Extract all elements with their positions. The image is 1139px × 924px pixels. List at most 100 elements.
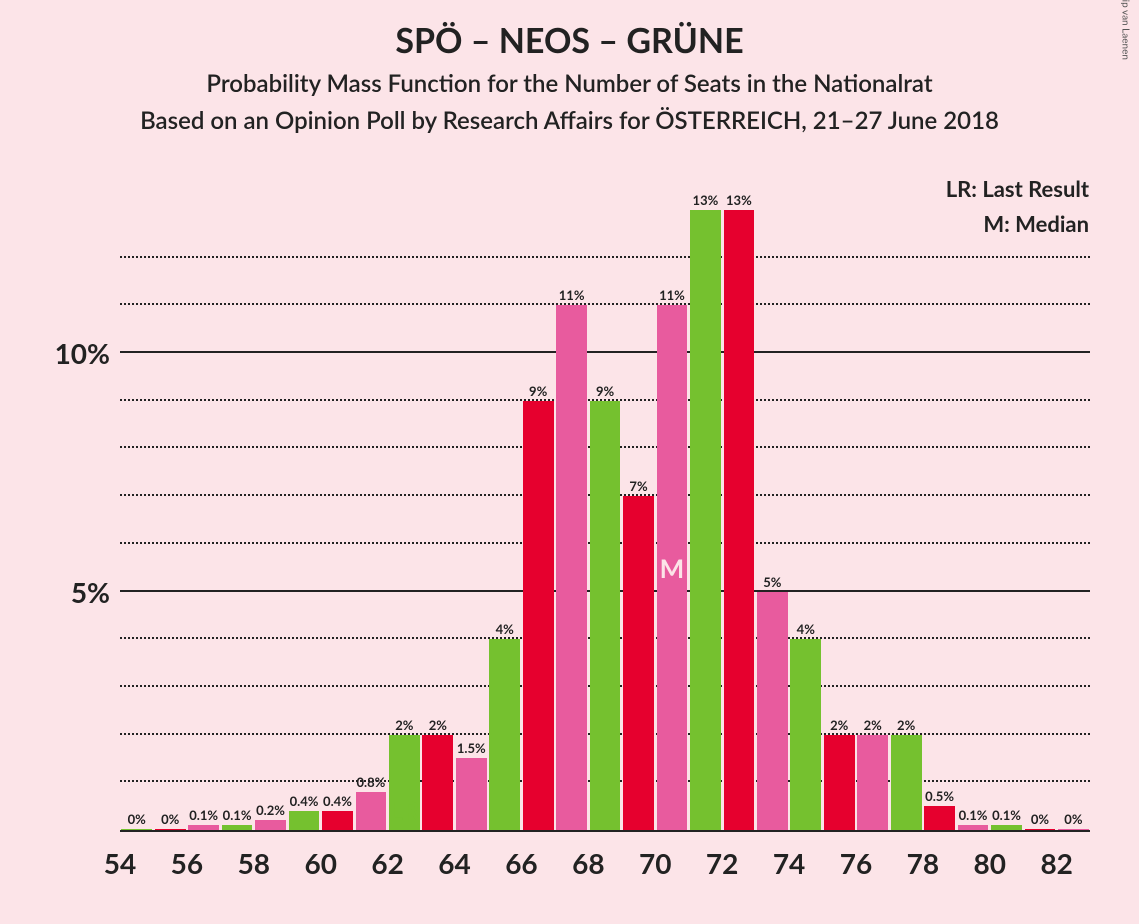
x-tick-slot: 62 xyxy=(388,832,421,890)
x-tick-slot: 64 xyxy=(455,832,488,890)
x-tick-slot: 66 xyxy=(521,832,554,890)
bar-value-label: 0.2% xyxy=(256,802,285,818)
bar-slot: 11% xyxy=(555,210,588,830)
bar: 0.5% xyxy=(924,806,955,830)
bar-slot: 2% xyxy=(889,210,922,830)
x-axis-label: 76 xyxy=(840,846,872,880)
bar-slot: 0.5% xyxy=(923,210,956,830)
copyright: © 2019 Filip van Laenen xyxy=(1119,0,1131,60)
bar: 0.2% xyxy=(255,820,286,830)
bar-slot: 7% xyxy=(622,210,655,830)
y-axis-label: 10% xyxy=(55,336,110,370)
bar-value-label: 13% xyxy=(693,192,719,208)
chart-title: SPÖ – NEOS – GRÜNE xyxy=(40,20,1099,61)
bar: 9% xyxy=(590,401,621,830)
x-axis-label: 58 xyxy=(238,846,270,880)
bar-value-label: 2% xyxy=(395,717,413,733)
x-axis-label: 60 xyxy=(304,846,336,880)
bar-value-label: 4% xyxy=(797,621,815,637)
bar-slot: 2% xyxy=(856,210,889,830)
x-axis-label: 78 xyxy=(907,846,939,880)
x-axis-label: 56 xyxy=(171,846,203,880)
chart-subtitle-2: Based on an Opinion Poll by Research Aff… xyxy=(40,106,1099,135)
bar-slot: 0.4% xyxy=(287,210,320,830)
bar-value-label: 0.8% xyxy=(356,774,385,790)
chart-container: SPÖ – NEOS – GRÜNE Probability Mass Func… xyxy=(0,0,1139,924)
bar-slot: 0.1% xyxy=(187,210,220,830)
bar: 0.8% xyxy=(356,792,387,830)
bar-slot: 0.1% xyxy=(956,210,989,830)
y-axis-label: 5% xyxy=(71,575,110,609)
bar-marker: M xyxy=(660,552,685,584)
bar-value-label: 4% xyxy=(496,621,514,637)
x-axis-label: 70 xyxy=(639,846,671,880)
bar-value-label: 0.5% xyxy=(925,788,954,804)
bar-slot: 0% xyxy=(153,210,186,830)
bar-marker: LR xyxy=(389,794,419,826)
bar-slot: 0% xyxy=(120,210,153,830)
bar: 2% xyxy=(824,735,855,830)
plot-area: 5%10% 0%0%0.1%0.1%0.2%0.4%0.4%0.8%2%LR2%… xyxy=(120,210,1090,830)
x-axis-label: 80 xyxy=(974,846,1006,880)
x-axis-label: 66 xyxy=(505,846,537,880)
x-tick-slot: 74 xyxy=(789,832,822,890)
x-tick-slot: 58 xyxy=(254,832,287,890)
bar-value-label: 0% xyxy=(161,811,179,827)
bar-slot: 0.2% xyxy=(254,210,287,830)
bar-value-label: 2% xyxy=(897,717,915,733)
x-tick-slot: 72 xyxy=(722,832,755,890)
x-axis-label: 68 xyxy=(572,846,604,880)
x-axis-label: 74 xyxy=(773,846,805,880)
x-axis-label: 72 xyxy=(706,846,738,880)
bar-value-label: 13% xyxy=(726,192,752,208)
x-tick-slot: 82 xyxy=(1057,832,1090,890)
bar-value-label: 11% xyxy=(559,287,585,303)
bar-slot: 4% xyxy=(488,210,521,830)
bar: 13% xyxy=(724,210,755,830)
bar-slot: 11%M xyxy=(655,210,688,830)
bar-value-label: 9% xyxy=(596,383,614,399)
x-axis: 54 56 58 60 62 64 66 68 70 72 74 76 78 80 82 xyxy=(120,830,1090,890)
x-axis-label: 54 xyxy=(104,846,136,880)
bar-slot: 13% xyxy=(722,210,755,830)
bar-value-label: 0% xyxy=(1031,811,1049,827)
bar-slot: 0.1% xyxy=(990,210,1023,830)
bar-slot: 0.8% xyxy=(354,210,387,830)
bars-group: 0%0%0.1%0.1%0.2%0.4%0.4%0.8%2%LR2%1.5%4%… xyxy=(120,210,1090,830)
bar-value-label: 7% xyxy=(629,478,647,494)
bar-value-label: 0.1% xyxy=(223,807,252,823)
bar-slot: 2% xyxy=(823,210,856,830)
bar: 1.5% xyxy=(456,758,487,830)
bar: 7% xyxy=(623,496,654,830)
x-axis-label: 82 xyxy=(1040,846,1072,880)
bar-slot: 1.5% xyxy=(455,210,488,830)
bar: 2% xyxy=(857,735,888,830)
bar-value-label: 5% xyxy=(763,574,781,590)
bar-value-label: 0% xyxy=(128,811,146,827)
bar-slot: 0% xyxy=(1057,210,1090,830)
bar: 4% xyxy=(489,639,520,830)
x-tick-slot: 54 xyxy=(120,832,153,890)
bar: 9% xyxy=(523,401,554,830)
bar: 13% xyxy=(690,210,721,830)
bar-slot: 0.4% xyxy=(321,210,354,830)
bar-value-label: 0.4% xyxy=(290,793,319,809)
bar-value-label: 0.1% xyxy=(992,807,1021,823)
bar-slot: 4% xyxy=(789,210,822,830)
x-tick-slot: 68 xyxy=(588,832,621,890)
bar: 11% xyxy=(556,305,587,830)
bar-slot: 0% xyxy=(1023,210,1056,830)
bar: 4% xyxy=(790,639,821,830)
bar: 0.4% xyxy=(289,811,320,830)
chart-subtitle-1: Probability Mass Function for the Number… xyxy=(40,69,1099,98)
bar-slot: 0.1% xyxy=(220,210,253,830)
bar-slot: 5% xyxy=(756,210,789,830)
legend-lr: LR: Last Result xyxy=(946,175,1089,202)
x-tick-slot: 60 xyxy=(321,832,354,890)
x-axis-label: 62 xyxy=(371,846,403,880)
bar-value-label: 1.5% xyxy=(457,740,486,756)
bar-slot: 9% xyxy=(588,210,621,830)
bar-value-label: 2% xyxy=(864,717,882,733)
bar: 2% xyxy=(891,735,922,830)
x-tick-slot: 56 xyxy=(187,832,220,890)
